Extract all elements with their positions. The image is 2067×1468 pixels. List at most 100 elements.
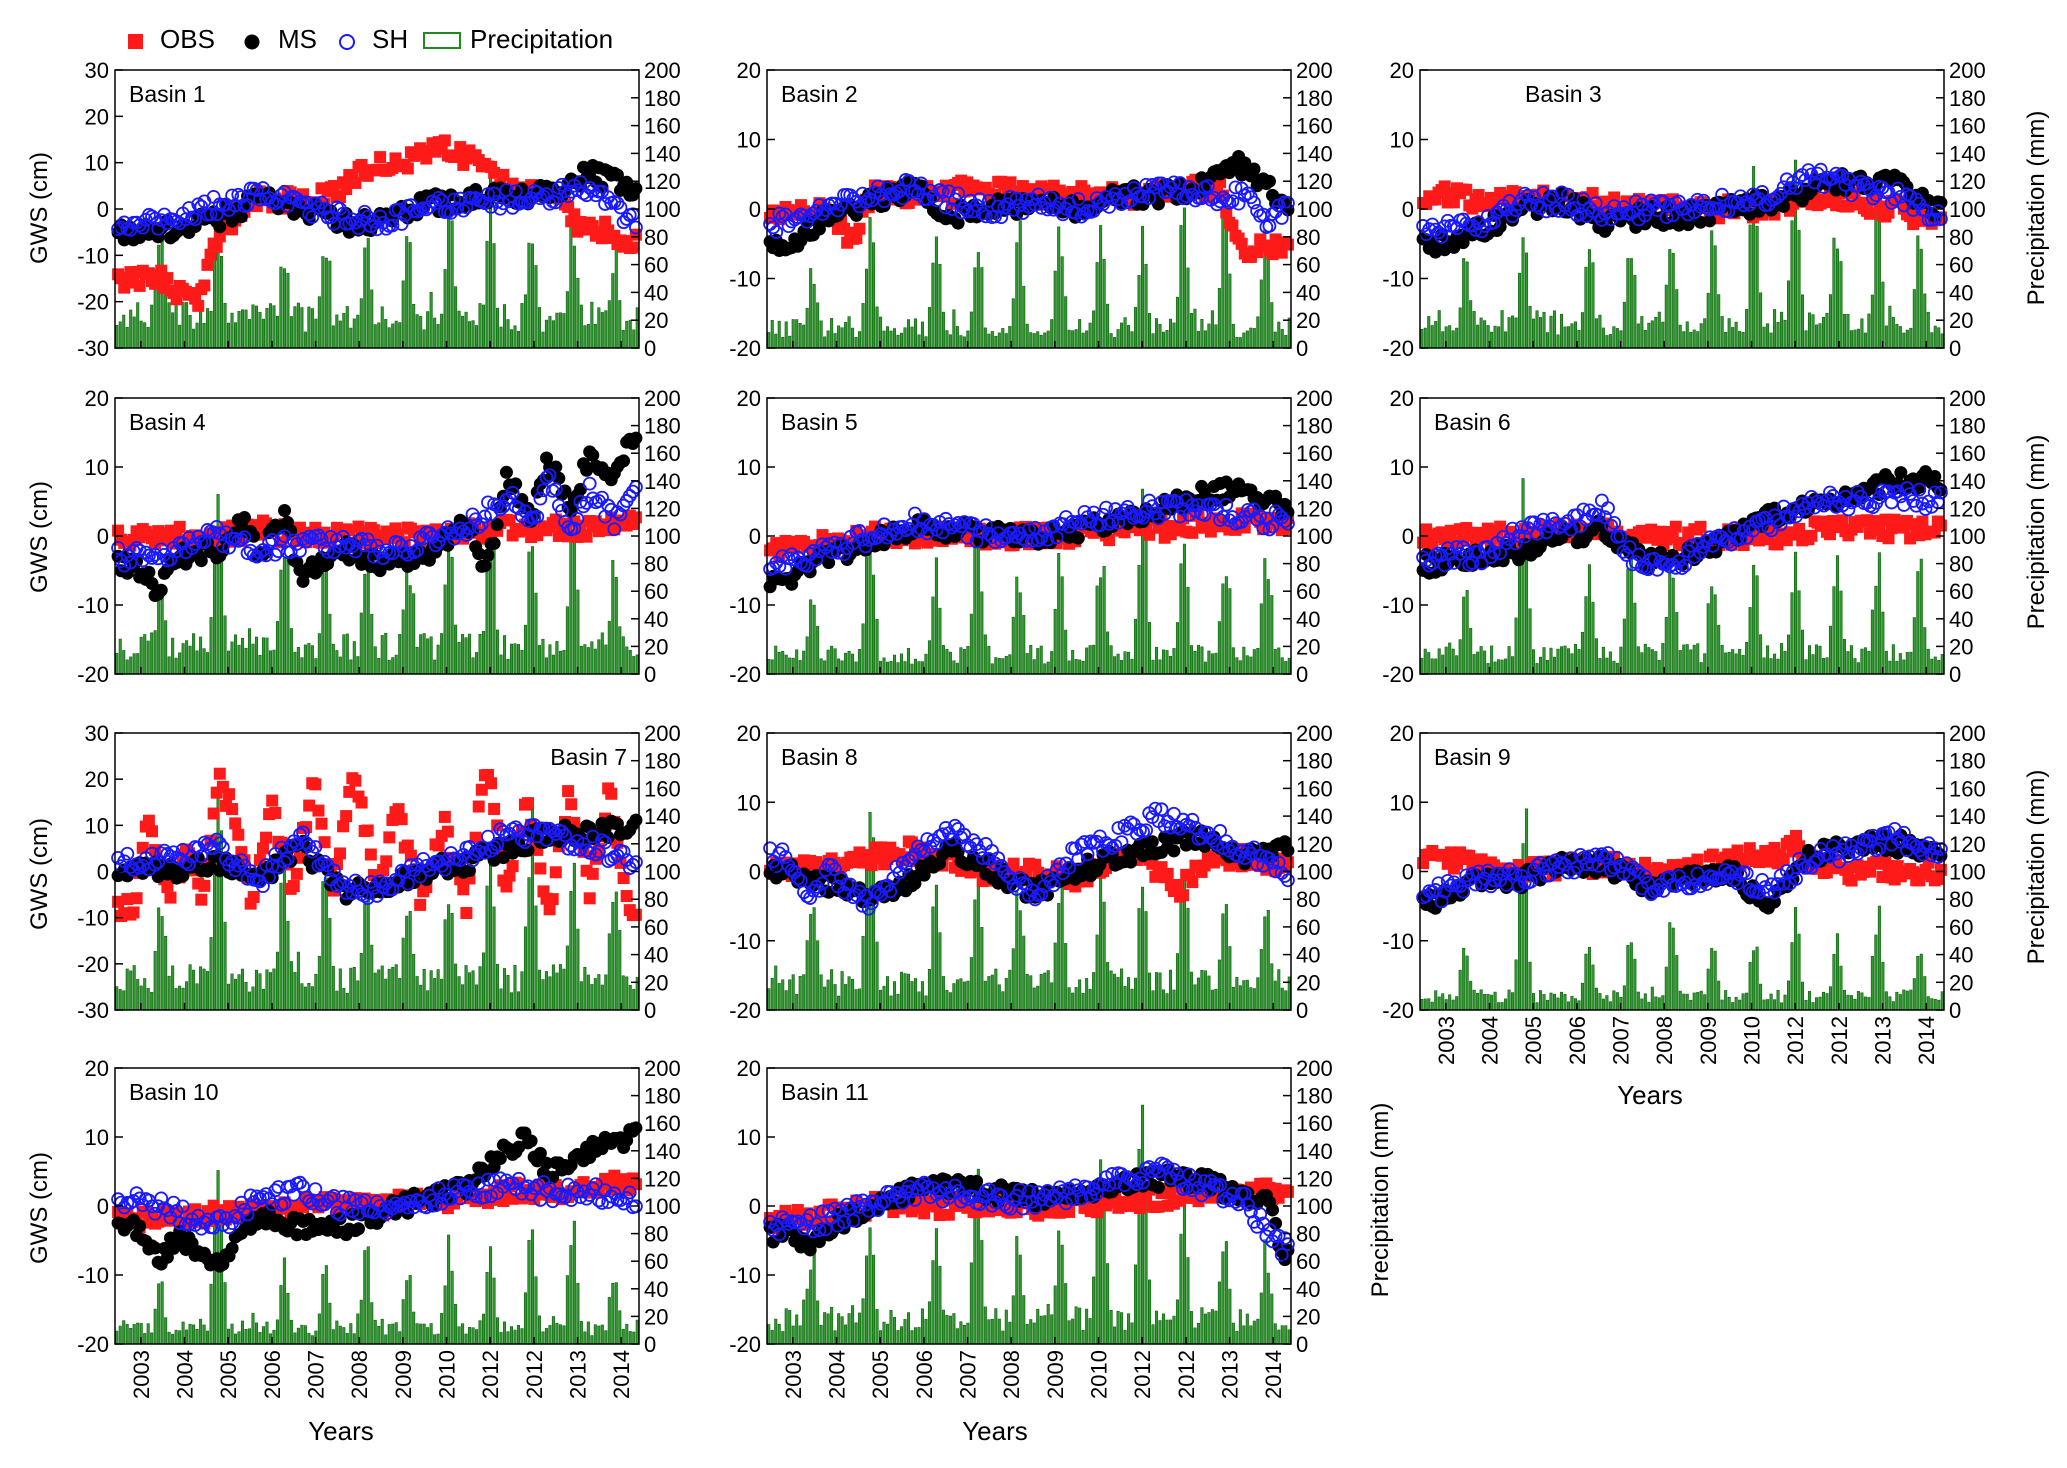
precipitation-bar <box>1654 651 1658 675</box>
precipitation-bar <box>352 318 356 349</box>
precipitation-bar <box>1895 660 1899 675</box>
precipitation-bar <box>976 542 980 675</box>
precipitation-bar <box>1147 622 1152 675</box>
precipitation-bar <box>289 316 293 349</box>
precipitation-bar <box>408 242 412 349</box>
obs-point <box>497 168 510 181</box>
precipitation-bar <box>844 652 848 675</box>
precipitation-bar <box>1448 325 1452 349</box>
precipitation-bar <box>415 314 419 349</box>
precipitation-bar <box>865 852 869 1011</box>
precipitation-bar <box>938 932 942 1011</box>
precipitation-bar <box>830 318 834 349</box>
precipitation-bar <box>1856 662 1860 675</box>
precipitation-bar <box>233 978 238 1011</box>
precipitation-bar <box>1060 576 1064 675</box>
precipitation-bar <box>475 652 479 675</box>
precipitation-bar <box>1909 651 1913 675</box>
precipitation-bar <box>1500 310 1504 349</box>
precipitation-bar <box>1420 657 1424 675</box>
precipitation-bar <box>443 919 447 1011</box>
precipitation-bar <box>600 312 604 349</box>
precipitation-bar <box>419 634 423 675</box>
precipitation-bar <box>160 586 164 675</box>
precipitation-bar <box>1811 314 1815 349</box>
panel-basin-3: -20-1001020020406080100120140160180200Ba… <box>1382 58 1986 361</box>
precipitation-bar <box>150 304 154 349</box>
y-left-tick-label: -20 <box>77 290 109 315</box>
precipitation-bar <box>440 313 444 349</box>
precipitation-bar <box>611 273 615 349</box>
precipitation-bar <box>558 650 562 675</box>
precipitation-bar <box>1762 326 1766 349</box>
obs-point <box>414 898 427 911</box>
precipitation-bar <box>1828 294 1832 349</box>
precipitation-bar <box>1580 631 1584 675</box>
precipitation-bar <box>826 649 830 675</box>
precipitation-bar <box>607 933 611 1011</box>
obs-point <box>546 893 559 906</box>
precipitation-bar <box>1025 323 1029 349</box>
precipitation-bar <box>934 884 938 1011</box>
obs-point <box>605 787 618 800</box>
precipitation-bar <box>282 268 286 349</box>
precipitation-bar <box>1832 237 1836 349</box>
precipitation-bar <box>621 975 625 1011</box>
precipitation-bar <box>468 321 472 349</box>
ms-point <box>812 222 826 236</box>
obs-point <box>1269 233 1282 246</box>
precipitation-bar <box>143 322 147 349</box>
precipitation-bar <box>1926 311 1930 349</box>
precipitation-bar <box>830 969 834 1011</box>
precipitation-bar <box>1668 249 1672 349</box>
y-right-tick-label: 20 <box>1296 634 1320 659</box>
precipitation-bar <box>251 986 255 1011</box>
precipitation-bar <box>303 331 307 349</box>
precipitation-bar <box>604 310 608 349</box>
sh-point <box>582 476 597 491</box>
y-right-tick-label: 160 <box>644 114 681 139</box>
precipitation-bar <box>1580 312 1584 349</box>
obs-point <box>380 855 393 868</box>
precipitation-bar <box>583 967 587 1011</box>
obs-point <box>441 825 454 838</box>
precipitation-bar <box>1001 658 1005 675</box>
precipitation-bar <box>1106 303 1110 349</box>
precipitation-bar <box>889 660 893 675</box>
ms-point <box>617 454 631 468</box>
precipitation-bar <box>1745 641 1749 675</box>
precipitation-bar <box>296 951 300 1011</box>
precipitation-bar <box>882 985 886 1011</box>
sh-point <box>487 186 502 201</box>
precipitation-bar <box>254 305 259 349</box>
precipitation-bar <box>924 336 928 349</box>
precipitation-bar <box>464 637 468 675</box>
obs-point <box>472 800 485 813</box>
precipitation-bar <box>213 851 217 1011</box>
precipitation-bar <box>1542 647 1546 675</box>
legend-precipitation-marker <box>423 32 461 49</box>
precipitation-bar <box>1601 327 1605 349</box>
precipitation-bar <box>265 969 269 1011</box>
precipitation-bar <box>1067 660 1071 675</box>
precipitation-bar <box>398 978 402 1011</box>
precipitation-bar <box>1437 648 1441 675</box>
precipitation-bar <box>576 928 580 1011</box>
precipitation-bar <box>840 971 844 1011</box>
precipitation-bar <box>1912 289 1916 349</box>
precipitation-bar <box>1916 571 1920 675</box>
obs-point <box>337 820 350 833</box>
precipitation-bar <box>1633 275 1637 349</box>
precipitation-bar <box>401 280 405 349</box>
obs-point <box>315 817 328 830</box>
y-right-tick-label: 180 <box>644 414 681 439</box>
precipitation-bar <box>495 629 500 675</box>
precipitation-bar <box>167 656 171 675</box>
y-right-tick-label: 40 <box>644 280 668 305</box>
precipitation-bar <box>391 323 395 349</box>
precipitation-bar <box>502 635 507 675</box>
precipitation-bar <box>136 979 140 1011</box>
precipitation-bar <box>321 256 325 349</box>
obs-point <box>534 862 547 875</box>
precipitation-bar <box>544 319 548 349</box>
